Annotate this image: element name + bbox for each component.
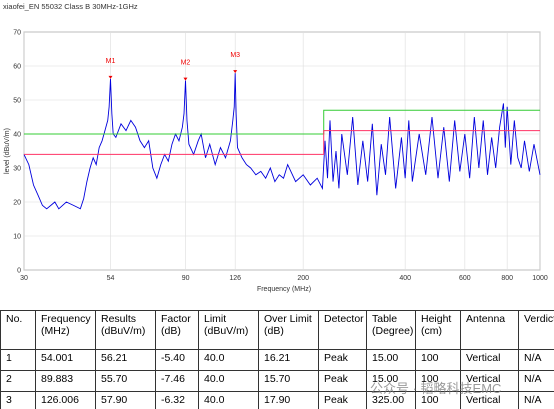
x-tick-label: 400 xyxy=(399,275,411,282)
header-text: (dB) xyxy=(161,325,181,337)
table-cell: 325.00 xyxy=(366,391,416,409)
x-tick-label: 200 xyxy=(297,275,309,282)
table-row: No. Frequency (MHz) Results (dBuV/m) Factor (d… xyxy=(0,310,554,350)
table-cell: 15.70 xyxy=(258,370,319,392)
header-text: (Degree) xyxy=(372,325,414,337)
header-text: (cm) xyxy=(421,325,442,337)
table-row: 3 126.006 57.90 -6.32 40.0 17.90 Peak 325.00 100… xyxy=(0,391,554,409)
header-text: Frequency xyxy=(41,313,91,325)
table-cell: 100 xyxy=(415,391,461,409)
x-tick-label: 54 xyxy=(107,275,115,282)
table-cell: N/A xyxy=(518,349,554,371)
header-text: Height xyxy=(421,313,452,325)
table-cell: 17.90 xyxy=(258,391,319,409)
trace xyxy=(24,109,540,135)
header-text: (MHz) xyxy=(41,325,70,337)
header-text: Antenna xyxy=(466,313,506,325)
table-cell: 3 xyxy=(0,391,36,409)
y-tick-label: 0 xyxy=(17,268,21,275)
table-cell: Peak xyxy=(318,349,367,371)
plot-area xyxy=(23,31,541,271)
header-text: Results xyxy=(101,313,137,325)
header-text: No. xyxy=(6,313,23,325)
chart: xiaofei_EN 55032 Class B 30MHz-1GHz Freq… xyxy=(3,2,548,293)
marker-label: M2 xyxy=(181,60,191,67)
table-cell: -5.40 xyxy=(155,349,199,371)
x-tick-label: 600 xyxy=(459,275,471,282)
marker xyxy=(183,77,188,81)
table-cell: 40.0 xyxy=(198,391,259,409)
table-cell: Height (cm) xyxy=(415,310,461,350)
table-cell: Verdict xyxy=(518,310,554,350)
header-text: (dBuV/m) xyxy=(204,325,249,337)
table-cell: Results (dBuV/m) xyxy=(95,310,156,350)
y-tick-label: 30 xyxy=(13,166,21,173)
marker-label: M3 xyxy=(230,52,240,59)
y-axis-label: level (dBuV/m) xyxy=(4,128,11,174)
table-row: 1 54.001 56.21 -5.40 40.0 16.21 Peak 15.00 100 Ve… xyxy=(0,349,554,371)
trace xyxy=(24,130,540,155)
x-tick-label: 126 xyxy=(229,275,241,282)
chart-title: xiaofei_EN 55032 Class B 30MHz-1GHz xyxy=(3,2,138,11)
table-cell: 89.883 xyxy=(35,370,96,392)
x-tick-label: 800 xyxy=(501,275,513,282)
y-tick-label: 20 xyxy=(13,200,21,207)
table-cell: Over Limit (dB) xyxy=(258,310,319,350)
table-cell: 40.0 xyxy=(198,370,259,392)
trace xyxy=(23,73,541,210)
table-row: 2 89.883 55.70 -7.46 40.0 15.70 Peak 15.00 100 Ve… xyxy=(0,370,554,392)
table-cell: 16.21 xyxy=(258,349,319,371)
header-text: Factor xyxy=(161,313,191,325)
table-cell: 57.90 xyxy=(95,391,156,409)
table-cell: 56.21 xyxy=(95,349,156,371)
y-tick-label: 40 xyxy=(13,132,21,139)
marker xyxy=(108,75,113,79)
table-cell: Factor (dB) xyxy=(155,310,199,350)
table-cell: 15.00 xyxy=(366,349,416,371)
header-text: Limit xyxy=(204,313,227,325)
header-text: Over Limit xyxy=(264,313,312,325)
table-cell: -6.32 xyxy=(155,391,199,409)
table-cell: Frequency (MHz) xyxy=(35,310,96,350)
table-cell: 100 xyxy=(415,349,461,371)
table-cell: 2 xyxy=(0,370,36,392)
table-cell: Vertical xyxy=(460,349,519,371)
y-tick-label: 70 xyxy=(13,30,21,37)
table-cell: N/A xyxy=(518,391,554,409)
table-cell: No. xyxy=(0,310,36,350)
header-text: Detector xyxy=(324,313,364,325)
table-cell: -7.46 xyxy=(155,370,199,392)
header-text: (dB) xyxy=(264,325,284,337)
table-cell: Table (Degree) xyxy=(366,310,416,350)
header-text: Table xyxy=(372,313,398,325)
table-cell: 126.006 xyxy=(35,391,96,409)
table-cell: 1 xyxy=(0,349,36,371)
watermark: 公众号 · 韬略科技EMC xyxy=(370,381,502,396)
result-table: No. Frequency (MHz) Results (dBuV/m) Factor (d… xyxy=(0,310,554,409)
marker-label: M1 xyxy=(106,58,116,65)
x-tick-label: 30 xyxy=(20,275,28,282)
marker xyxy=(233,70,238,74)
y-tick-label: 10 xyxy=(13,234,21,241)
y-tick-label: 60 xyxy=(13,64,21,71)
table-cell: 54.001 xyxy=(35,349,96,371)
y-tick-label: 50 xyxy=(13,98,21,105)
table-cell: Detector xyxy=(318,310,367,350)
x-axis-label: Frequency (MHz) xyxy=(257,286,311,293)
table-cell: 55.70 xyxy=(95,370,156,392)
table-cell: 40.0 xyxy=(198,349,259,371)
table-cell: N/A xyxy=(518,370,554,392)
table-cell: Antenna xyxy=(460,310,519,350)
table-cell: Limit (dBuV/m) xyxy=(198,310,259,350)
table-cell: Peak xyxy=(318,391,367,409)
header-text: Verdict xyxy=(524,313,554,325)
header-text: (dBuV/m) xyxy=(101,325,146,337)
x-tick-label: 1000 xyxy=(532,275,548,282)
table-cell: Peak xyxy=(318,370,367,392)
x-tick-label: 90 xyxy=(182,275,190,282)
